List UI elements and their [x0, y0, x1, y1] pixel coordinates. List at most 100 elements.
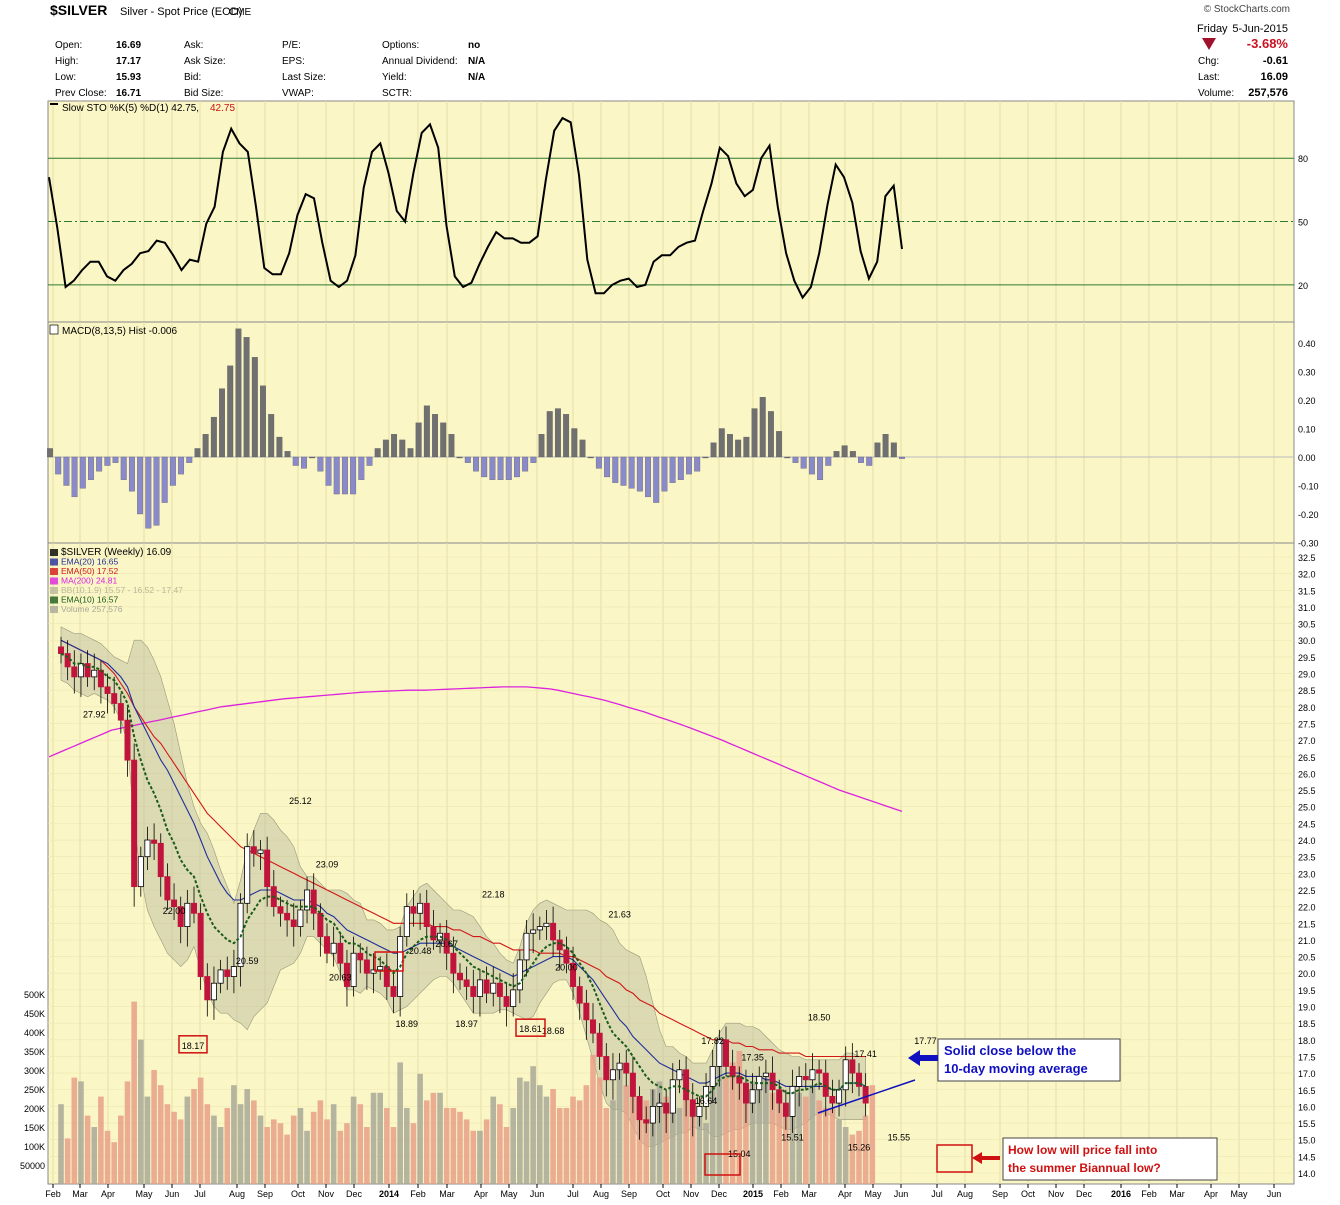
volume-bar [211, 1115, 217, 1184]
stat-label: SCTR: [382, 88, 412, 99]
boxed-price-label: 18.61 [519, 1024, 542, 1034]
candle-body [190, 902, 197, 914]
candle-body [669, 1079, 676, 1114]
volume-bar [257, 1115, 264, 1184]
price-tick-label: 29.5 [1298, 653, 1316, 663]
volume-bar [91, 1127, 98, 1184]
candle-body [836, 1089, 843, 1104]
pct-change: -3.68% [1247, 36, 1289, 51]
volume-bar [796, 1092, 802, 1184]
price-legend-entry: Volume 257,576 [61, 604, 123, 614]
price-tick-label: 19.5 [1298, 986, 1316, 996]
volume-bar [849, 1134, 856, 1184]
macd-hist-bar [137, 456, 144, 515]
volume-bar [357, 1104, 364, 1184]
volume-bar [869, 1085, 876, 1184]
candle-body [304, 889, 311, 911]
macd-tick-label: -0.20 [1298, 510, 1319, 520]
price-tick-label: 22.0 [1298, 903, 1316, 913]
macd-hist-bar [530, 456, 537, 463]
price-tick-label: 32.0 [1298, 570, 1316, 580]
volume-bar [689, 1100, 696, 1184]
macd-hist-bar [325, 456, 332, 486]
volume-bar [623, 1085, 630, 1184]
macd-hist-bar [96, 456, 103, 472]
low-marker-box [515, 1018, 546, 1037]
macd-hist-bar [497, 456, 504, 480]
volume-bar [71, 1077, 78, 1184]
volume-bar [483, 1119, 490, 1184]
macd-hist-bar [374, 448, 381, 458]
macd-hist-bar [899, 456, 905, 459]
candle-body [77, 663, 84, 678]
sto-tick-label: 80 [1298, 154, 1308, 164]
candle-body [656, 1102, 663, 1107]
macd-hist-bar [178, 456, 185, 475]
x-month-label: Jul [931, 1189, 943, 1199]
candle-body [330, 942, 337, 954]
candle-body [284, 912, 291, 921]
macd-hist-bar [767, 411, 774, 458]
macd-hist-bar [161, 456, 168, 503]
macd-hist-bar [538, 434, 545, 458]
price-label: 23.09 [316, 859, 339, 869]
macd-tick-label: 0.20 [1298, 396, 1316, 406]
candle-body [456, 972, 463, 981]
candle-body [510, 989, 517, 1007]
candle-body [536, 926, 543, 931]
macd-hist-bar [350, 456, 357, 495]
candle-body [97, 669, 104, 688]
volume-bar [450, 1108, 457, 1184]
volume-bar [556, 1108, 563, 1184]
price-tick-label: 31.0 [1298, 603, 1316, 613]
candle-body [689, 1099, 696, 1117]
sto-tick-label: 20 [1298, 281, 1308, 291]
price-tick-label: 25.5 [1298, 786, 1316, 796]
macd-hist-bar [833, 451, 840, 458]
question-text-line2: the summer Biannual low? [1008, 1161, 1161, 1175]
macd-hist-bar [112, 456, 119, 463]
candle-body [91, 669, 98, 678]
x-month-label: 2014 [379, 1189, 399, 1199]
macd-hist-bar [210, 416, 217, 458]
macd-hist-bar [858, 456, 864, 463]
sto-legend-swatch [50, 103, 58, 105]
sto-legend-value: 42.75 [210, 103, 235, 114]
low-marker-box [374, 951, 404, 972]
candle-body [357, 952, 364, 961]
volume-bar [590, 1054, 596, 1184]
candle-body [244, 846, 251, 904]
volume-bar [457, 1111, 463, 1184]
candle-body [58, 646, 65, 654]
x-month-label: Dec [346, 1189, 363, 1199]
macd-hist-bar [759, 396, 766, 458]
macd-hist-bar [309, 456, 316, 459]
low-marker-box [936, 1144, 973, 1173]
candle-body [423, 902, 430, 927]
down-arrow-icon [1202, 38, 1216, 50]
price-tick-label: 24.5 [1298, 819, 1316, 829]
price-tick-label: 18.0 [1298, 1036, 1316, 1046]
macd-hist-bar [579, 439, 586, 458]
candle-body [490, 982, 497, 994]
volume-bar [104, 1130, 111, 1184]
volume-bar [822, 1108, 829, 1184]
stat-value: 16.69 [116, 40, 141, 51]
price-tick-label: 28.0 [1298, 703, 1316, 713]
macd-hist-bar [284, 451, 291, 458]
red-arrow-icon [972, 1152, 1000, 1164]
price-label: 22.00 [163, 906, 186, 916]
price-legend-entry: EMA(20) 16.65 [61, 557, 118, 567]
stat-label: VWAP: [282, 88, 314, 99]
volume-bar [736, 1051, 743, 1184]
macd-hist-bar [841, 445, 848, 458]
candle-body [776, 1089, 783, 1104]
volume-bar [410, 1123, 417, 1184]
volume-bar [530, 1066, 536, 1184]
question-box [1002, 1137, 1218, 1181]
x-month-label: Apr [101, 1189, 115, 1199]
price-label: 21.63 [608, 909, 631, 919]
candle-body [343, 962, 350, 987]
macd-hist-bar [104, 456, 111, 466]
price-label: 17.41 [854, 1049, 877, 1059]
